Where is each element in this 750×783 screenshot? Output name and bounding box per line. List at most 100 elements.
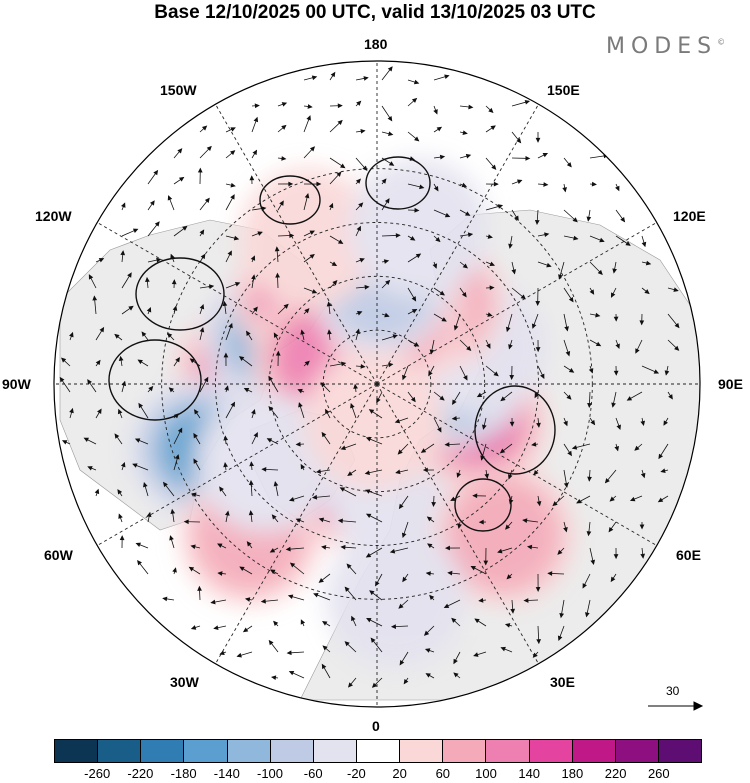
wind-vector-head (230, 401, 236, 408)
colorbar-cell (658, 740, 702, 762)
wind-vector-head (257, 231, 263, 236)
wind-vector-head (306, 115, 311, 121)
wind-vector-head (615, 343, 620, 350)
wind-vector-head (95, 359, 101, 366)
wind-vector-head (586, 216, 592, 222)
wind-vector-head (383, 259, 390, 264)
wind-vector-head (251, 274, 256, 280)
wind-vector-head (531, 323, 537, 329)
wind-vector-head (351, 615, 356, 622)
wind-vector-head (194, 409, 199, 415)
wind-vector-head (146, 307, 152, 313)
lon-label-120e: 120E (673, 208, 706, 224)
wind-vector-head (311, 75, 318, 81)
wind-vector-head (461, 182, 468, 188)
wind-vector-head (641, 241, 647, 248)
wind-vector-head (486, 343, 491, 349)
wind-vector-head (644, 289, 650, 295)
wind-vector-head (474, 618, 480, 624)
wind-vector-head (365, 437, 372, 442)
wind-vector-head (156, 257, 162, 263)
wind-vector-head (250, 255, 256, 261)
wind-vector-head (599, 237, 605, 243)
wind-vector-head (402, 374, 407, 381)
wind-vector-head (645, 260, 652, 266)
wind-vector-head (390, 624, 397, 629)
wind-vector-head (340, 445, 346, 451)
wind-vector-head (138, 402, 144, 409)
anomaly-shade (445, 477, 562, 594)
map-boundary (53, 60, 701, 708)
wind-vector-head (355, 178, 361, 184)
wind-vector-head (365, 552, 372, 558)
wind-vector-head (487, 312, 493, 317)
wind-vector-head (327, 329, 332, 335)
wind-vector-head (414, 136, 420, 142)
wind-vector-head (204, 197, 210, 203)
wind-vector-head (281, 124, 287, 130)
wind-vector-head (268, 405, 274, 412)
colorbar-tick-label: -260 (84, 766, 111, 781)
wind-vector-head (223, 352, 229, 358)
wind-vector-head (275, 272, 280, 278)
contour-ring (474, 385, 556, 475)
wind-vector-head (224, 510, 230, 516)
colorbar-cell (313, 740, 357, 762)
colorbar-cell (55, 740, 99, 762)
wind-vector-head (658, 453, 664, 460)
wind-vector-head (120, 461, 126, 468)
wind-vector-head (419, 184, 425, 190)
wind-vector-head (432, 263, 438, 269)
wind-vector-head (439, 395, 445, 401)
wind-vector-head (571, 445, 578, 450)
wind-vector-head (451, 617, 457, 623)
wind-vector-head (233, 235, 240, 241)
wind-vector-head (143, 481, 148, 488)
wind-vector-head (260, 598, 266, 604)
wind-vector-head (289, 233, 295, 238)
wind-vector-head (402, 576, 408, 583)
wind-vector-head (428, 370, 433, 377)
wind-vector-head (274, 246, 280, 252)
wind-vector-head (510, 608, 516, 614)
colorbar-tick-label: 180 (561, 766, 584, 781)
wind-vector-head (223, 435, 229, 441)
wind-vector-head (252, 149, 258, 156)
wind-vector-head (420, 448, 427, 453)
wind-vector-head (436, 126, 443, 132)
wind-vector-head (488, 107, 494, 114)
wind-reference-value: 30 (666, 684, 680, 698)
wind-vector-head (200, 253, 206, 260)
wind-vector-head (591, 181, 597, 187)
wind-vector-head (230, 194, 235, 200)
wind-vector-head (444, 442, 450, 447)
anomaly-shade (303, 349, 444, 490)
wind-vector-head (199, 229, 205, 235)
wind-vector-head (270, 569, 276, 574)
wind-vector-head (364, 284, 370, 290)
wind-vector-head (536, 422, 541, 428)
wind-vector-head (162, 596, 168, 602)
wind-vector-head (134, 438, 141, 443)
wind-vector-head (182, 225, 188, 231)
wind-vector-head (69, 407, 74, 414)
wind-vector-head (239, 566, 245, 572)
wind-vector-head (190, 544, 196, 550)
anomaly-contours (108, 156, 556, 532)
wind-vector-head (457, 523, 462, 529)
wind-vector-head (177, 427, 183, 434)
wind-vector-head (626, 396, 633, 401)
wind-vector-head (371, 682, 378, 688)
wind-vector-head (167, 195, 173, 201)
wind-vector-head (514, 215, 519, 221)
wind-vector-head (114, 333, 120, 339)
lon-label-90e: 90E (718, 376, 743, 392)
wind-vector-head (429, 349, 435, 355)
wind-vector-head (399, 660, 405, 666)
latitude-circle (161, 168, 593, 600)
wind-vector-head (568, 297, 574, 303)
wind-vector-head (497, 204, 504, 209)
wind-vector-head (657, 497, 664, 503)
wind-vector-head (117, 408, 123, 415)
wind-vector-head (493, 371, 499, 377)
